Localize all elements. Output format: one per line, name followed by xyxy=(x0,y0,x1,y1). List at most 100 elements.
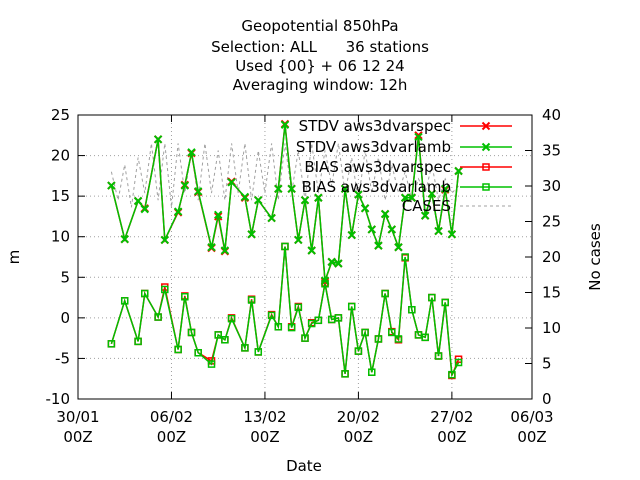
data-point-s1 xyxy=(227,178,236,187)
data-point-s1-stroke xyxy=(434,226,443,236)
data-point-s1 xyxy=(187,148,196,157)
data-point-s1-stroke xyxy=(334,259,343,268)
axis-ticks: -10 -5 0 5 10 15 20 25 0 5 10 15 20 25 30 35 40 30/01 00Z 0… xyxy=(46,106,562,446)
y-tick-label: 25 xyxy=(51,106,70,124)
data-point-s1-stroke xyxy=(280,120,290,129)
y-tick-label: 10 xyxy=(51,228,70,246)
data-point-s1 xyxy=(180,181,190,190)
data-point-s1 xyxy=(407,193,417,202)
data-point-s3 xyxy=(394,335,403,343)
data-point-s1-stroke xyxy=(314,193,323,202)
y-tick-label: 15 xyxy=(51,187,70,205)
data-point-s1-stroke xyxy=(240,192,250,202)
x-tick-label-hour: 00Z xyxy=(437,428,466,446)
data-point-s1-stroke xyxy=(247,230,256,239)
data-point-s1-stroke xyxy=(294,235,303,245)
data-point-s1 xyxy=(207,243,216,252)
data-point-s3 xyxy=(287,323,296,332)
data-point-s1-stroke xyxy=(220,246,230,255)
data-point-s1-stroke xyxy=(400,193,410,202)
data-point-s3 xyxy=(388,328,396,337)
data-point-s3 xyxy=(368,368,376,376)
data-point-s3 xyxy=(214,331,222,339)
data-point-s1-stroke xyxy=(347,230,356,240)
data-point-s3 xyxy=(347,302,356,311)
data-point-s1-stroke xyxy=(153,135,163,144)
x-tick-label-hour: 00Z xyxy=(517,428,546,446)
series-line-3 xyxy=(110,246,460,378)
data-point-s3 xyxy=(448,370,456,379)
data-point-s3 xyxy=(181,293,189,301)
data-point-s3 xyxy=(321,280,329,288)
data-point-s3 xyxy=(401,253,409,261)
grid-lines xyxy=(78,115,532,399)
data-point-s1 xyxy=(107,181,116,190)
data-point-s1 xyxy=(193,187,203,196)
data-point-s3 xyxy=(174,345,182,354)
data-point-s1-stroke xyxy=(120,234,129,244)
data-point-s3 xyxy=(281,242,289,251)
data-point-s1 xyxy=(420,211,430,220)
data-point-s1 xyxy=(434,226,443,236)
data-point-s3 xyxy=(120,297,129,305)
x-tick-label-hour: 00Z xyxy=(344,428,373,446)
series-line-4 xyxy=(110,143,459,208)
data-point-s1-stroke xyxy=(427,189,437,198)
data-point-s3 xyxy=(301,334,309,342)
data-point-s3 xyxy=(274,323,283,331)
data-point-s1-stroke xyxy=(140,204,149,214)
y2-tick-label: 40 xyxy=(542,106,561,124)
legend-marker xyxy=(482,183,490,191)
x-tick-label-date: 27/02 xyxy=(430,408,473,426)
legend-label: STDV aws3dvarlamb xyxy=(296,138,451,156)
data-point-s3 xyxy=(241,344,249,352)
legend-marker xyxy=(482,163,490,171)
data-point-s3 xyxy=(254,348,263,356)
data-point-s3 xyxy=(187,328,196,337)
data-point-s1 xyxy=(440,184,450,194)
data-point-s3 xyxy=(354,347,363,355)
y-tick-label: 5 xyxy=(60,268,70,286)
x-axis-label: Date xyxy=(286,457,322,475)
data-point-s3 xyxy=(221,336,229,344)
data-point-s0-stroke xyxy=(414,131,423,140)
y-tick-label: 0 xyxy=(60,309,70,327)
data-point-s1-stroke xyxy=(420,211,430,220)
data-point-s1 xyxy=(274,184,283,194)
y-tick-label: -5 xyxy=(55,349,70,367)
data-point-s1-stroke xyxy=(133,196,143,206)
data-point-s1-stroke xyxy=(454,166,463,176)
data-point-s1 xyxy=(280,120,290,129)
data-point-s1-stroke xyxy=(387,225,397,234)
data-point-s3 xyxy=(267,311,276,320)
data-point-s1 xyxy=(367,225,376,234)
data-point-s1 xyxy=(454,166,463,176)
x-tick-label-hour: 00Z xyxy=(63,428,92,446)
data-point-s3 xyxy=(154,313,162,321)
data-point-s1 xyxy=(153,135,163,144)
legend-label: BIAS aws3dvarlamb xyxy=(302,178,451,196)
data-point-s1 xyxy=(140,204,149,214)
data-point-s1 xyxy=(267,213,276,223)
data-point-s1 xyxy=(400,193,410,202)
data-point-s3 xyxy=(134,337,142,346)
data-point-s1-stroke xyxy=(307,246,316,255)
data-point-s1-stroke xyxy=(207,243,216,252)
data-point-s1-stroke xyxy=(367,225,376,234)
data-point-s3 xyxy=(341,370,349,378)
x-tick-label-date: 06/02 xyxy=(150,408,193,426)
x-tick-label-date: 13/02 xyxy=(243,408,286,426)
data-point-s1-stroke xyxy=(300,195,310,205)
legend: STDV aws3dvarspec STDV aws3dvarlamb BIAS a… xyxy=(296,117,512,215)
y2-tick-label: 10 xyxy=(542,319,561,337)
data-point-s1 xyxy=(347,230,356,240)
data-point-s3 xyxy=(434,352,443,360)
legend-label: STDV aws3dvarspec xyxy=(299,117,451,135)
data-point-s1-stroke xyxy=(274,184,283,194)
data-point-s1 xyxy=(427,189,437,198)
data-point-s3 xyxy=(441,298,449,307)
series-line-1 xyxy=(110,124,460,281)
title-line-1: Geopotential 850hPa xyxy=(241,17,398,35)
legend-marker xyxy=(481,121,491,131)
data-point-s3 xyxy=(161,285,169,294)
